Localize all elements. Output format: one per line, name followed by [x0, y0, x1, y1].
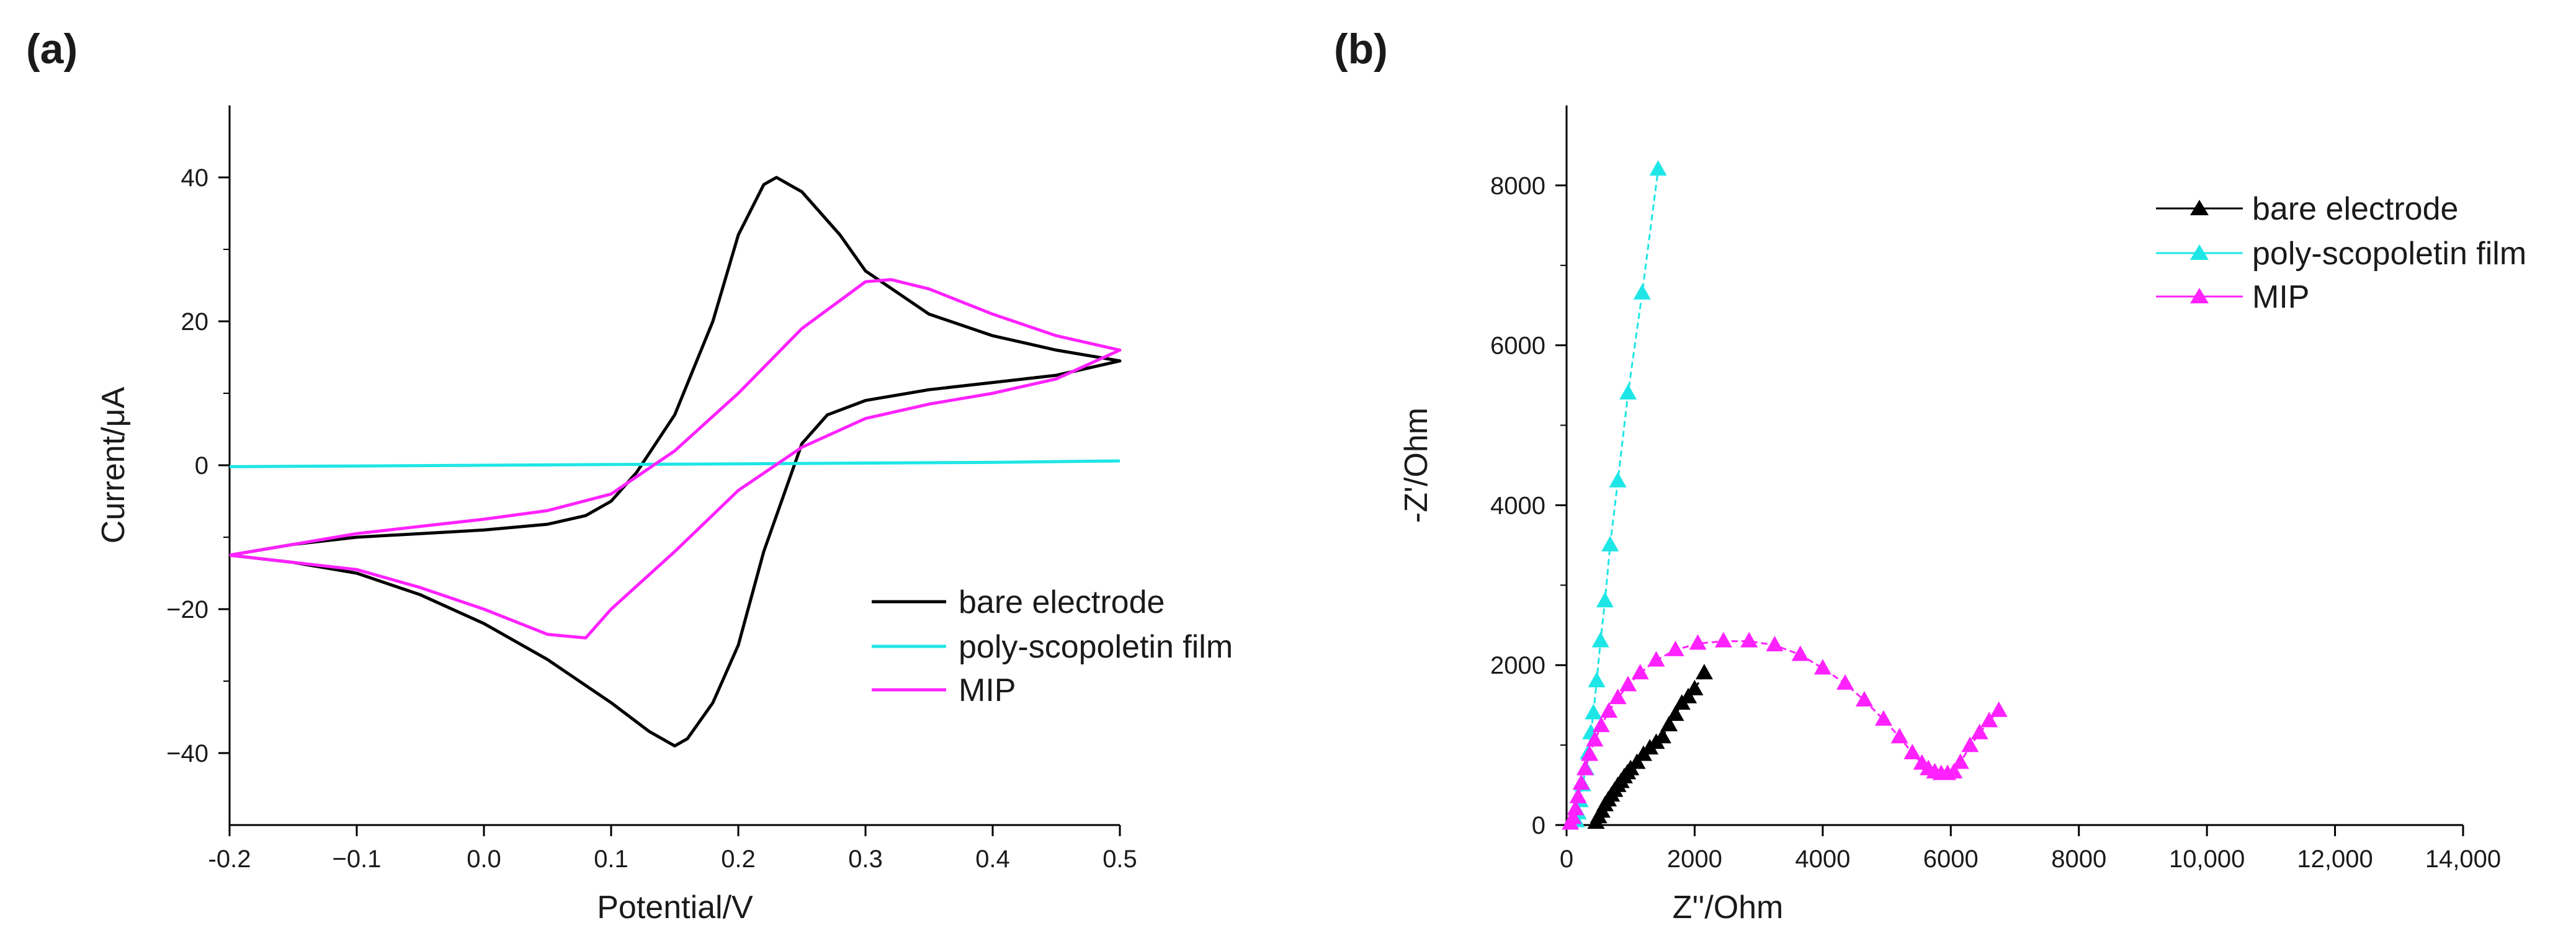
chart-b-point-mip [1576, 759, 1594, 775]
chart-b-x-tick-label: 12,000 [2297, 846, 2373, 873]
chart-b-point-bare-electrode [1666, 705, 1684, 721]
legend-b-marker-poly-scopoletin [2190, 244, 2209, 260]
chart-b-x-axis-title: Z''/Ohm [1673, 890, 1784, 926]
chart-a-x-tick-label: 0.1 [594, 846, 628, 873]
legend-b-label-poly-scopoletin: poly-scopoletin film [2252, 236, 2526, 272]
legend-a-label-bare-electrode: bare electrode [959, 584, 1165, 620]
chart-b-x-tick-label: 8000 [2051, 846, 2106, 873]
chart-a-x-tick-label: 0.4 [975, 846, 1010, 873]
chart-b-point-bare-electrode [1686, 679, 1704, 695]
chart-b-point-poly-scopoletin-film [1633, 283, 1651, 300]
chart-a-y-tick-label: 20 [181, 308, 209, 336]
chart-b-point-mip [1631, 664, 1649, 680]
chart-a-x-tick-label: 0.5 [1102, 846, 1137, 873]
chart-b-point-mip [1890, 728, 1908, 744]
chart-a-x-axis-title: Potential/V [597, 890, 753, 926]
chart-b-point-mip [1980, 712, 1998, 728]
chart-b-point-mip [1581, 745, 1599, 761]
chart-b-point-mip [1855, 690, 1873, 707]
legend-b-label-mip: MIP [2252, 279, 2309, 315]
chart-b-point-mip [1970, 723, 1988, 739]
chart-b: 0 2000 4000 6000 8000 10,000 12,000 14,000 0 2000… [1490, 105, 2501, 873]
chart-b-line-poly-scopoletin-film [1575, 169, 1660, 821]
chart-a-y-tick-label: −40 [166, 740, 208, 767]
chart-b-x-tick-label: 14,000 [2425, 846, 2501, 873]
chart-b-point-mip [1609, 689, 1627, 705]
chart-a-x-tick-label: -0.2 [208, 846, 251, 873]
chart-b-point-mip [1791, 645, 1809, 661]
chart-b-point-mip [1874, 710, 1892, 726]
chart-a-y-axis-title: Current/μA [96, 386, 132, 543]
chart-b-point-bare-electrode [1679, 687, 1697, 703]
chart-a-x-tick-label: −0.1 [333, 846, 382, 873]
panel-a-label: (a) [26, 25, 78, 73]
chart-b-point-mip [1569, 787, 1587, 803]
chart-b-point-poly-scopoletin-film [1609, 471, 1627, 488]
chart-b-point-mip [1600, 702, 1618, 718]
chart-a-y-tick-label: −20 [166, 596, 208, 623]
chart-b-y-tick-label: 8000 [1490, 172, 1545, 200]
chart-b-point-poly-scopoletin-film [1649, 160, 1667, 176]
chart-a-series-poly-scopoletin-film [229, 459, 1120, 468]
chart-b-point-mip [1714, 631, 1732, 648]
legend-a: bare electrode poly-scopoletin film MIP [872, 584, 1233, 708]
chart-b-point-bare-electrode [1660, 715, 1678, 731]
chart-b-point-mip [1647, 651, 1665, 667]
chart-b-point-mip [1961, 736, 1979, 752]
chart-b-point-mip [1903, 744, 1921, 759]
chart-b-y-tick-label: 6000 [1490, 332, 1545, 360]
chart-b-y-axis-title: -Z'/Ohm [1398, 408, 1434, 523]
chart-b-point-mip [1586, 731, 1604, 747]
chart-b-point-mip [1813, 659, 1831, 675]
chart-a-x-tick-label: 0.3 [848, 846, 883, 873]
panel-b-label: (b) [1334, 25, 1388, 73]
chart-a-y-tick-label: 0 [195, 452, 208, 480]
legend-b-label-bare-electrode: bare electrode [2252, 191, 2458, 227]
chart-b-point-mip [1689, 634, 1707, 650]
chart-b-point-poly-scopoletin-film [1601, 535, 1619, 551]
chart-b-x-tick-label: 0 [1560, 846, 1573, 873]
chart-b-y-tick-label: 0 [1532, 812, 1545, 839]
chart-b-y-tick-label: 4000 [1490, 492, 1545, 519]
legend-a-label-mip: MIP [959, 672, 1016, 708]
legend-b-marker-mip [2190, 288, 2209, 303]
chart-b-line-mip [1569, 640, 2000, 824]
chart-b-point-mip [1592, 716, 1610, 733]
chart-b-y-tick-label: 2000 [1490, 652, 1545, 679]
chart-a-series-bare-electrode [229, 176, 1122, 747]
chart-b-point-mip [1619, 676, 1637, 692]
chart-b-point-mip [1572, 774, 1590, 790]
chart-b-point-poly-scopoletin-film [1591, 631, 1609, 648]
chart-a: -0.2 −0.1 0.0 0.1 0.2 0.3 0.4 0.5 −40 −20 0 20 40 [166, 105, 1137, 873]
chart-b-x-tick-label: 6000 [1923, 846, 1979, 873]
chart-b-x-tick-label: 2000 [1667, 846, 1722, 873]
chart-b-x-tick-label: 4000 [1795, 846, 1850, 873]
chart-b-point-bare-electrode [1628, 753, 1646, 769]
chart-b-point-bare-electrode [1653, 728, 1671, 744]
legend-b-marker-bare-electrode [2190, 200, 2209, 215]
chart-a-x-tick-label: 0.0 [467, 846, 501, 873]
chart-b-point-mip [1951, 753, 1969, 769]
chart-b-point-mip [1567, 800, 1585, 816]
legend-b: bare electrode poly-scopoletin film MIP [2156, 191, 2526, 315]
chart-b-point-mip [1740, 631, 1758, 648]
chart-b-x-tick-label: 10,000 [2169, 846, 2245, 873]
chart-a-x-tick-label: 0.2 [721, 846, 756, 873]
chart-b-point-mip [1990, 701, 2008, 717]
legend-a-label-poly-scopoletin: poly-scopoletin film [959, 629, 1233, 665]
chart-b-point-mip [1945, 762, 1963, 779]
chart-b-point-poly-scopoletin-film [1585, 703, 1603, 720]
chart-b-point-mip [1666, 640, 1684, 656]
chart-b-point-poly-scopoletin-film [1588, 672, 1606, 687]
chart-b-point-poly-scopoletin-film [1619, 384, 1637, 399]
chart-b-point-bare-electrode [1695, 664, 1713, 680]
chart-b-point-mip [1564, 808, 1582, 824]
chart-a-series-mip [229, 278, 1122, 640]
chart-a-y-tick-label: 40 [181, 164, 209, 192]
chart-b-point-mip [1836, 674, 1854, 690]
chart-b-point-poly-scopoletin-film [1596, 592, 1614, 608]
chart-b-point-mip [1766, 636, 1784, 651]
